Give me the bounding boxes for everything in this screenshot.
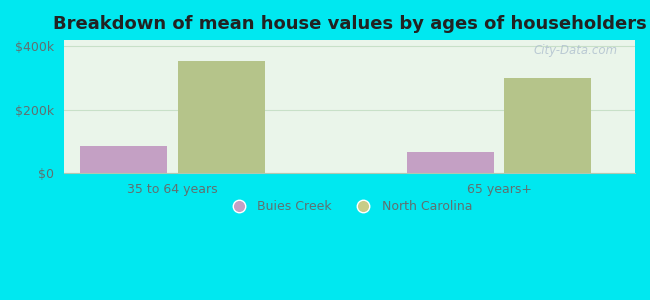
Bar <box>80 146 167 173</box>
Bar <box>504 78 592 173</box>
Title: Breakdown of mean house values by ages of householders: Breakdown of mean house values by ages o… <box>53 15 646 33</box>
Bar <box>406 152 493 173</box>
Text: City-Data.com: City-Data.com <box>534 44 618 57</box>
Legend: Buies Creek, North Carolina: Buies Creek, North Carolina <box>221 195 478 218</box>
Bar <box>178 61 265 173</box>
